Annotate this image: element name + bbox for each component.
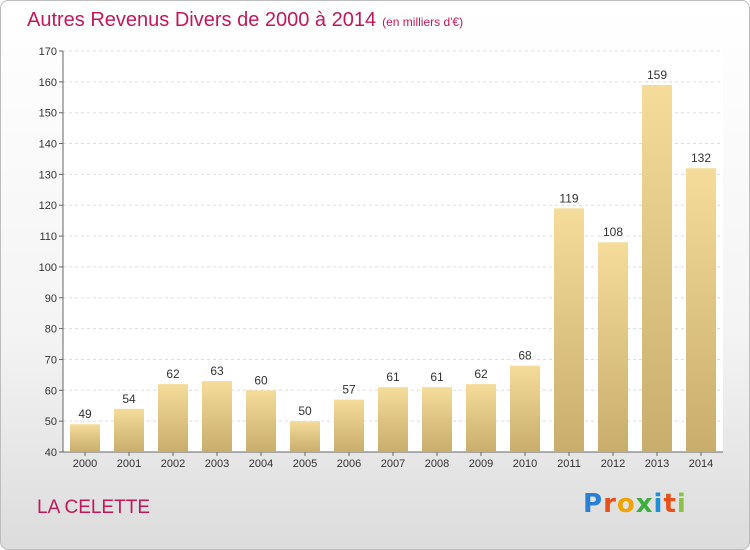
bar <box>554 208 584 452</box>
bar <box>70 424 100 452</box>
bar <box>466 384 496 452</box>
x-tick-label: 2000 <box>73 458 97 470</box>
y-tick-label: 160 <box>39 77 57 89</box>
bar-value-label: 62 <box>474 367 488 381</box>
y-tick-label: 130 <box>39 169 57 181</box>
y-tick-label: 60 <box>45 385 57 397</box>
logo-letter: r <box>603 489 617 519</box>
bar <box>290 421 320 452</box>
bar <box>114 408 144 452</box>
x-tick-label: 2004 <box>249 458 273 470</box>
x-tick-label: 2014 <box>689 458 713 470</box>
bar <box>378 387 408 452</box>
bar <box>510 365 540 452</box>
x-tick-label: 2002 <box>161 458 185 470</box>
bar-value-label: 57 <box>342 383 356 397</box>
y-tick-label: 80 <box>45 324 57 336</box>
place-name: LA CELETTE <box>37 497 150 518</box>
y-tick-label: 40 <box>45 447 57 459</box>
x-tick-label: 2010 <box>513 458 537 470</box>
x-tick-label: 2008 <box>425 458 449 470</box>
y-tick-label: 150 <box>39 108 57 120</box>
x-tick-label: 2006 <box>337 458 361 470</box>
bar <box>334 399 364 452</box>
bar-value-label: 49 <box>78 407 92 421</box>
bar <box>422 387 452 452</box>
bar-value-label: 159 <box>647 68 667 82</box>
x-tick-label: 2001 <box>117 458 141 470</box>
logo-letter: o <box>616 489 636 519</box>
logo-letter: x <box>635 489 654 519</box>
bar-value-label: 50 <box>298 404 312 418</box>
logo-letter: i <box>676 489 687 519</box>
bar <box>246 390 276 452</box>
bar-value-label: 119 <box>559 191 578 205</box>
bar-value-label: 62 <box>166 367 180 381</box>
x-tick-label: 2013 <box>645 458 669 470</box>
y-tick-label: 120 <box>39 200 57 212</box>
chart-title-unit: (en milliers d'€) <box>382 15 464 29</box>
bar-value-label: 68 <box>518 349 532 363</box>
x-tick-label: 2003 <box>205 458 229 470</box>
bar <box>202 381 232 452</box>
bar-value-label: 61 <box>430 370 444 384</box>
proxiti-logo: Proxiti <box>583 489 687 519</box>
bar-value-label: 108 <box>603 225 623 239</box>
x-tick-label: 2007 <box>381 458 405 470</box>
bar-value-label: 132 <box>691 151 711 165</box>
x-tick-label: 2011 <box>557 458 581 470</box>
y-tick-label: 140 <box>39 139 57 151</box>
logo-letter: t <box>663 489 677 519</box>
logo-letter: i <box>653 489 664 519</box>
x-tick-label: 2005 <box>293 458 317 470</box>
x-tick-label: 2012 <box>601 458 625 470</box>
logo-letter: P <box>583 489 604 519</box>
bar <box>598 242 628 452</box>
bar-value-label: 63 <box>210 364 224 378</box>
bar-value-label: 61 <box>386 370 400 384</box>
chart-title-text: Autres Revenus Divers de 2000 à 2014 <box>27 9 377 31</box>
bar <box>642 84 672 452</box>
bar-value-label: 54 <box>122 392 136 406</box>
y-tick-label: 50 <box>45 416 57 428</box>
chart-title: Autres Revenus Divers de 2000 à 2014 (en … <box>27 9 463 32</box>
y-tick-label: 100 <box>39 262 57 274</box>
bar <box>158 384 188 452</box>
y-tick-label: 170 <box>39 46 57 58</box>
y-tick-label: 70 <box>45 354 57 366</box>
y-tick-label: 110 <box>39 231 57 243</box>
y-tick-label: 90 <box>45 293 57 305</box>
x-tick-label: 2009 <box>469 458 493 470</box>
bar-value-label: 60 <box>254 373 268 387</box>
bar <box>686 168 716 452</box>
